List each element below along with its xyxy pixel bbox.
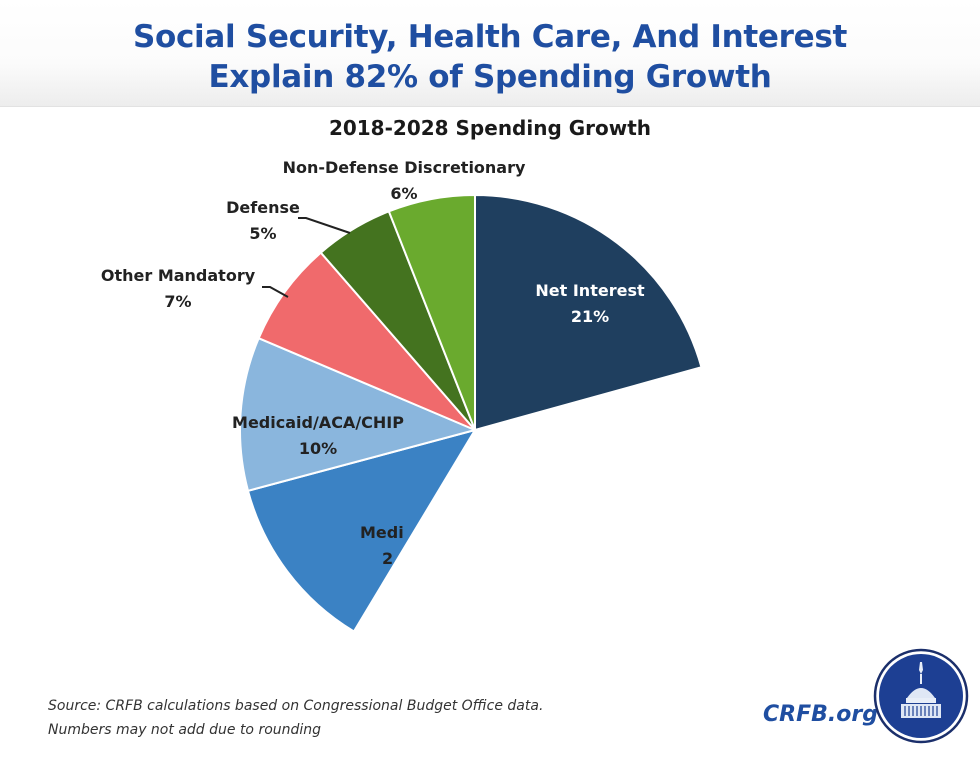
slice-label-medicare: Medi xyxy=(360,523,404,542)
leader-line-defense xyxy=(298,217,351,234)
headline-line-2: Explain 82% of Spending Growth xyxy=(208,59,772,95)
slice-value-other-mandatory: 7% xyxy=(164,292,191,311)
slice-label-defense: Defense xyxy=(226,198,300,217)
slice-value-medicare: 2 xyxy=(382,549,393,568)
slice-label-medicaid: Medicaid/ACA/CHIP xyxy=(232,413,404,432)
slice-value-net-interest: 21% xyxy=(571,307,609,326)
source-line: Source: CRFB calculations based on Congr… xyxy=(48,698,544,714)
slice-labels: Net Interest 21% Medi 2 Medicaid/ACA/CHIP 10%… xyxy=(101,158,775,672)
pie-slice-non-defense-discretionary xyxy=(387,193,476,431)
slice-value-defense: 5% xyxy=(249,224,276,243)
pie-slice-medicare xyxy=(246,428,478,633)
leader-line-other-mandatory xyxy=(262,286,289,298)
source-note: Source: CRFB calculations based on Congr… xyxy=(48,694,543,742)
unrendered-pie-region xyxy=(353,430,775,672)
brand-link[interactable]: CRFB.org xyxy=(763,702,878,727)
pie-slice-net-interest xyxy=(474,193,703,432)
slice-label-other-mandatory: Other Mandatory xyxy=(101,266,256,285)
capitol-dome-logo-icon xyxy=(873,648,969,744)
pie-slice-medicaid xyxy=(239,336,479,493)
slice-label-non-defense-discretionary: Non-Defense Discretionary xyxy=(283,158,526,177)
slice-value-non-defense-discretionary: 6% xyxy=(390,184,417,203)
rounding-note: Numbers may not add due to rounding xyxy=(48,722,322,738)
headline-line-1: Social Security, Health Care, And Intere… xyxy=(132,19,848,55)
pie-slice-other-mandatory xyxy=(257,251,476,431)
leader-lines xyxy=(262,217,351,298)
pie-slices xyxy=(239,193,703,633)
slice-value-medicaid: 10% xyxy=(299,439,337,458)
title-banner: Social Security, Health Care, And Intere… xyxy=(0,0,980,107)
chart-title: 2018-2028 Spending Growth xyxy=(328,116,652,140)
slice-label-net-interest: Net Interest xyxy=(535,281,645,300)
